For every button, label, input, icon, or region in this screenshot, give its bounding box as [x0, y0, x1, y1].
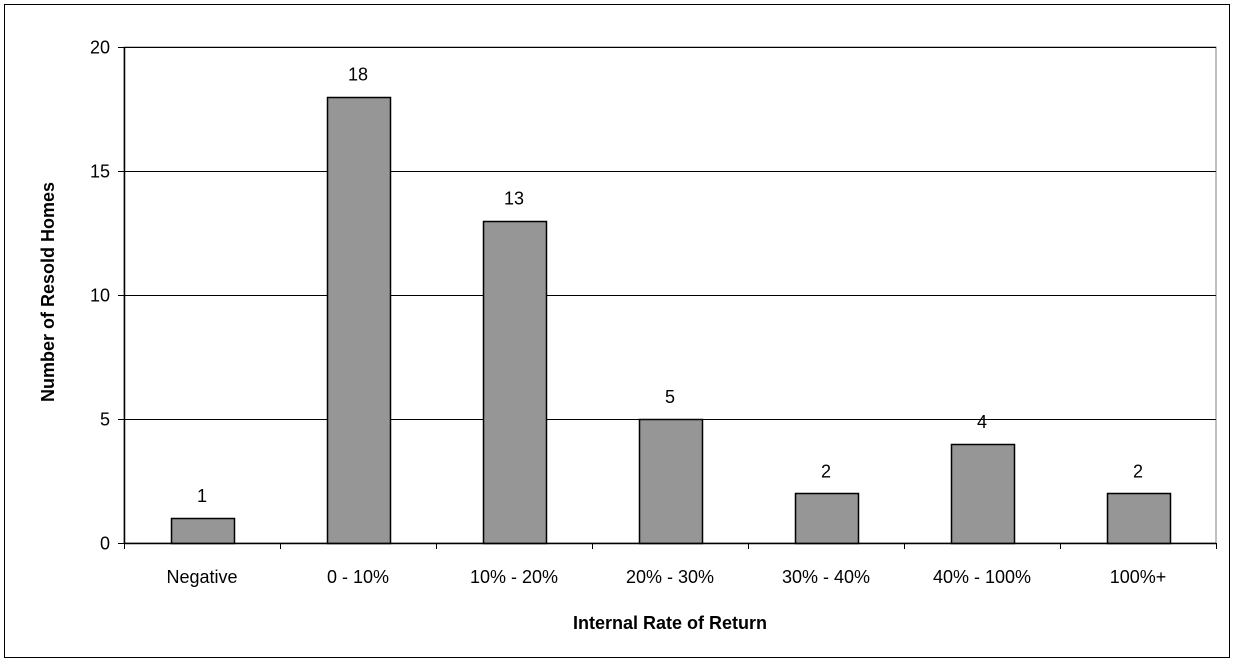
x-tick-label: 40% - 100%	[933, 567, 1031, 587]
y-tick-label: 5	[100, 410, 110, 430]
bar	[482, 220, 548, 545]
bar	[1106, 492, 1172, 545]
x-tick-label: Negative	[166, 567, 237, 587]
x-tick-label: 0 - 10%	[327, 567, 389, 587]
data-label: 4	[977, 412, 987, 432]
data-label: 1	[197, 486, 207, 506]
y-tick-label: 15	[90, 162, 110, 182]
bar	[170, 517, 236, 545]
bar	[638, 418, 704, 545]
bar	[326, 96, 392, 545]
y-tick-label: 0	[100, 534, 110, 554]
y-tick-label: 20	[90, 38, 110, 58]
bars	[170, 96, 1172, 545]
y-axis-title: Number of Resold Homes	[38, 182, 58, 402]
y-tick-label: 10	[90, 286, 110, 306]
data-label: 5	[665, 387, 675, 407]
labels: 0 5 10 15 20 1 Negative 18 0 - 10% 13 10% - 20% 5 20…	[90, 38, 1166, 588]
data-label: 2	[821, 461, 831, 481]
bar	[794, 492, 860, 545]
x-tick-label: 100%+	[1110, 567, 1167, 587]
x-tick-label: 10% - 20%	[470, 567, 558, 587]
data-label: 13	[504, 189, 524, 209]
bar	[950, 443, 1016, 545]
chart-frame	[4, 4, 1230, 658]
axes	[118, 47, 1217, 549]
x-axis-title: Internal Rate of Return	[573, 613, 767, 633]
data-label: 2	[1133, 461, 1143, 481]
x-tick-label: 30% - 40%	[782, 567, 870, 587]
x-tick-label: 20% - 30%	[626, 567, 714, 587]
data-label: 18	[348, 65, 368, 85]
